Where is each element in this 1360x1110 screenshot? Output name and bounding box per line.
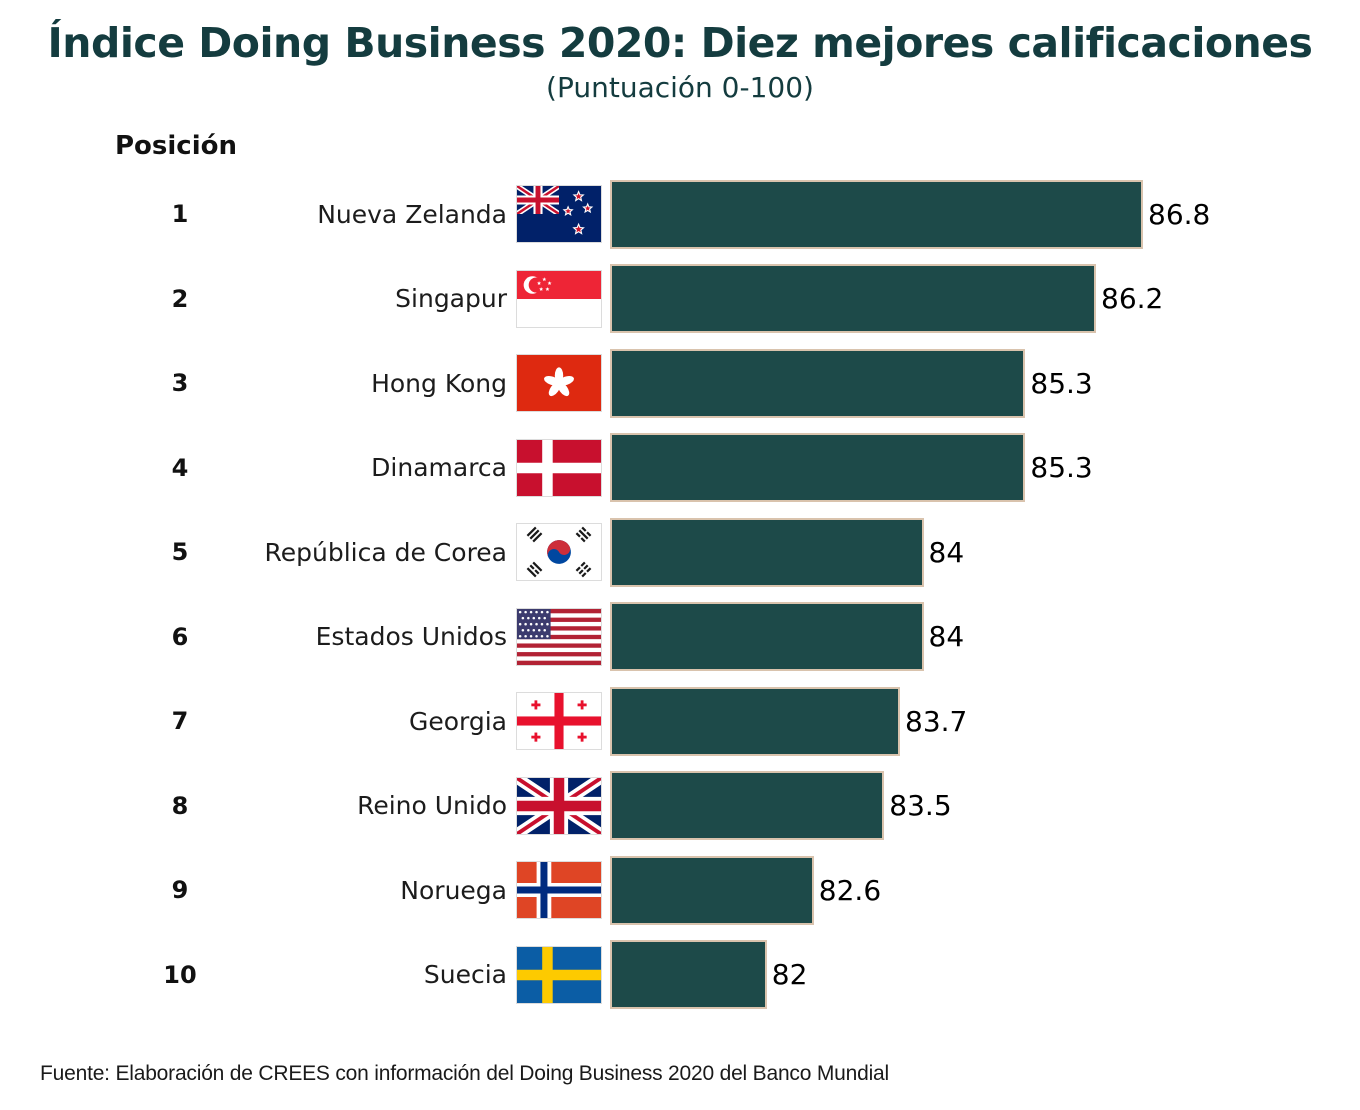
bar-container: 84 bbox=[601, 595, 1360, 680]
score-value: 83.7 bbox=[905, 704, 968, 738]
se-flag-icon bbox=[516, 945, 602, 1004]
country-row: 1 Nueva Zelanda 86.8 bbox=[0, 172, 1360, 257]
score-value: 85.3 bbox=[1030, 366, 1093, 400]
country-label: Estados Unidos bbox=[315, 622, 507, 652]
bar-container: 86.8 bbox=[601, 172, 1360, 257]
chart-subtitle: (Puntuación 0-100) bbox=[546, 71, 814, 104]
score-value: 82.6 bbox=[818, 873, 882, 907]
rank-number: 3 bbox=[171, 369, 189, 398]
score-bar bbox=[610, 602, 924, 672]
rank-number: 5 bbox=[171, 538, 189, 567]
country-row: 7 Georgia 83.7 bbox=[0, 679, 1360, 764]
bar-container: 83.5 bbox=[601, 764, 1360, 849]
score-bar bbox=[610, 179, 1143, 249]
position-column-header: Posición bbox=[115, 131, 238, 161]
sg-flag-icon bbox=[516, 269, 602, 328]
country-row: 6 Estados Unidos 84 bbox=[0, 595, 1360, 680]
country-label: Georgia bbox=[408, 706, 507, 736]
score-bar bbox=[610, 855, 814, 925]
score-bar bbox=[610, 940, 767, 1010]
no-flag-icon bbox=[516, 861, 602, 920]
score-bar bbox=[610, 264, 1096, 334]
score-bar bbox=[610, 686, 900, 756]
score-value: 84 bbox=[928, 620, 965, 654]
country-row: 2 Singapur 86.2 bbox=[0, 257, 1360, 342]
rank-number: 4 bbox=[171, 453, 189, 482]
dk-flag-icon bbox=[516, 438, 602, 497]
country-label: Noruega bbox=[400, 875, 507, 905]
nz-flag-icon bbox=[516, 185, 602, 244]
bar-container: 85.3 bbox=[601, 426, 1360, 511]
kr-flag-icon bbox=[516, 523, 602, 582]
gb-flag-icon bbox=[516, 776, 602, 835]
country-label: Singapur bbox=[395, 284, 507, 314]
score-value: 85.3 bbox=[1030, 451, 1093, 485]
country-label: Nueva Zelanda bbox=[317, 199, 507, 229]
source-note: Fuente: Elaboración de CREES con informa… bbox=[40, 1062, 889, 1085]
bar-container: 83.7 bbox=[601, 679, 1360, 764]
rank-number: 10 bbox=[163, 960, 197, 989]
ge-flag-icon bbox=[516, 692, 602, 751]
rank-number: 1 bbox=[171, 200, 189, 229]
rank-number: 9 bbox=[171, 876, 189, 905]
country-row: 9 Noruega 82.6 bbox=[0, 848, 1360, 933]
rank-number: 2 bbox=[171, 284, 189, 313]
country-label: Reino Unido bbox=[357, 791, 507, 821]
country-row: 8 Reino Unido 83.5 bbox=[0, 764, 1360, 849]
country-row: 4 Dinamarca 85.3 bbox=[0, 426, 1360, 511]
bar-container: 85.3 bbox=[601, 341, 1360, 426]
bar-container: 82 bbox=[601, 933, 1360, 1018]
score-bar bbox=[610, 517, 924, 587]
bar-container: 82.6 bbox=[601, 848, 1360, 933]
rank-number: 8 bbox=[171, 791, 189, 820]
country-row: 3 Hong Kong 85.3 bbox=[0, 341, 1360, 426]
bar-container: 86.2 bbox=[601, 257, 1360, 342]
country-label: Hong Kong bbox=[371, 368, 507, 398]
bar-rows: 1 Nueva Zelanda 86.8 2 Singapur 86.2 3 H… bbox=[0, 172, 1360, 1017]
bar-container: 84 bbox=[601, 510, 1360, 595]
score-value: 84 bbox=[928, 535, 965, 569]
score-bar bbox=[610, 433, 1026, 503]
country-row: 5 República de Corea 84 bbox=[0, 510, 1360, 595]
score-value: 86.2 bbox=[1101, 282, 1164, 316]
score-value: 82 bbox=[771, 958, 808, 992]
rank-number: 6 bbox=[171, 622, 189, 651]
score-value: 86.8 bbox=[1148, 197, 1211, 231]
hk-flag-icon bbox=[516, 354, 602, 413]
chart-title: Índice Doing Business 2020: Diez mejores… bbox=[47, 19, 1313, 67]
rank-number: 7 bbox=[171, 707, 189, 736]
country-row: 10 Suecia 82 bbox=[0, 933, 1360, 1018]
us-flag-icon bbox=[516, 607, 602, 666]
country-label: Dinamarca bbox=[371, 453, 507, 483]
score-bar bbox=[610, 348, 1026, 418]
score-bar bbox=[610, 771, 885, 841]
country-label: Suecia bbox=[423, 960, 507, 990]
score-value: 83.5 bbox=[889, 789, 952, 823]
country-label: República de Corea bbox=[264, 537, 508, 567]
